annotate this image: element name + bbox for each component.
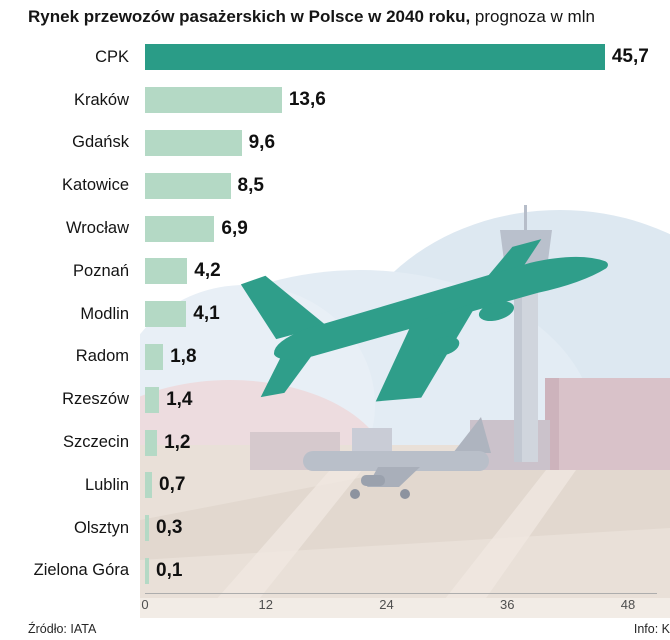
x-tick-label: 24: [379, 597, 394, 612]
terminal-building: [545, 378, 670, 470]
grounded-plane: [303, 417, 491, 499]
bar-track: 0,3: [145, 515, 628, 542]
category-label: Olsztyn: [73, 518, 129, 537]
bar: [145, 215, 215, 242]
value-label: 0,7: [159, 474, 186, 496]
value-label: 9,6: [248, 131, 276, 153]
x-tick-label: 48: [620, 597, 636, 612]
value-label: 45,7: [611, 46, 649, 68]
value-label: 8,5: [237, 174, 264, 196]
x-axis: 0 12 24 36 48: [141, 597, 635, 615]
chart-row: Olsztyn 0,3: [0, 507, 670, 550]
source-credit: Źródło: IATA: [28, 622, 97, 636]
bar-track: 0,7: [145, 472, 628, 499]
bar: [145, 258, 188, 285]
bar-track: 9,6: [145, 129, 628, 156]
bar-track: 45,7: [145, 44, 649, 71]
chart-row: Wrocław 6,9: [0, 207, 670, 250]
bar-track: 13,6: [145, 87, 628, 114]
value-label: 6,9: [221, 217, 248, 239]
info-credit: Info: K: [633, 622, 670, 636]
bar: [145, 429, 158, 456]
chart-row: CPK 45,7: [0, 36, 670, 79]
x-tick-label: 0: [141, 597, 149, 612]
x-tick-label: 36: [500, 597, 515, 612]
page-title: Rynek przewozów pasażerskich w Polsce w …: [28, 7, 595, 27]
chart-row: Zielona Góra 0,1: [0, 550, 670, 593]
category-label: Rzeszów: [62, 390, 129, 409]
value-label: 4,2: [194, 260, 221, 282]
x-tick-label: 12: [258, 597, 273, 612]
category-label: Zielona Góra: [33, 561, 129, 580]
chart-row: Radom 1,8: [0, 336, 670, 379]
bar: [145, 87, 282, 114]
bar: [145, 386, 160, 413]
chart-row: Poznań 4,2: [0, 250, 670, 293]
bar: [145, 129, 242, 156]
chart-row: Kraków 13,6: [0, 79, 670, 122]
bar: [145, 172, 231, 199]
category-label: Wrocław: [66, 219, 129, 238]
chart-row: Modlin 4,1: [0, 293, 670, 336]
value-label: 0,3: [156, 517, 183, 539]
title-subtitle: prognoza w mln: [474, 7, 595, 26]
bar: [145, 515, 149, 542]
category-label: Gdańsk: [72, 133, 129, 152]
value-label: 4,1: [193, 303, 220, 325]
category-label: Lublin: [84, 475, 129, 494]
category-label: Modlin: [80, 304, 129, 323]
bar: [145, 44, 605, 71]
title-bold: Rynek przewozów pasażerskich w Polsce w …: [28, 7, 471, 26]
value-label: 0,1: [156, 559, 183, 581]
takeoff-plane: [240, 239, 608, 402]
bar-track: 4,2: [145, 258, 628, 285]
value-label: 13,6: [288, 89, 326, 111]
category-label: Poznań: [73, 261, 129, 280]
category-label: Radom: [75, 347, 129, 366]
x-axis-line: [145, 593, 657, 594]
bar: [145, 472, 153, 499]
chart-row: Gdańsk 9,6: [0, 122, 670, 165]
category-label: Kraków: [73, 90, 129, 109]
chart-row: Lublin 0,7: [0, 464, 670, 507]
category-label: CPK: [95, 47, 129, 66]
chart-row: Rzeszów 1,4: [0, 378, 670, 421]
bar: [145, 557, 149, 584]
category-label: Szczecin: [62, 433, 129, 452]
category-label: Katowice: [62, 176, 129, 195]
bar-track: 1,4: [145, 386, 628, 413]
value-label: 1,4: [166, 388, 193, 410]
bar-chart: CPK 45,7 Kraków 13,6 Gdańsk 9,6 Katowice 8,5 Wro…: [0, 36, 670, 592]
bar-track: 8,5: [145, 172, 628, 199]
bar-track: 1,2: [145, 429, 628, 456]
value-label: 1,8: [170, 345, 197, 367]
bar: [145, 301, 187, 328]
bar-track: 6,9: [145, 215, 628, 242]
chart-row: Katowice 8,5: [0, 164, 670, 207]
chart-row: Szczecin 1,2: [0, 421, 670, 464]
bar-track: 1,8: [145, 343, 628, 370]
bar-track: 0,1: [145, 557, 628, 584]
tower-antenna: [524, 205, 527, 231]
bar: [145, 343, 164, 370]
bar-track: 4,1: [145, 301, 628, 328]
value-label: 1,2: [164, 431, 191, 453]
